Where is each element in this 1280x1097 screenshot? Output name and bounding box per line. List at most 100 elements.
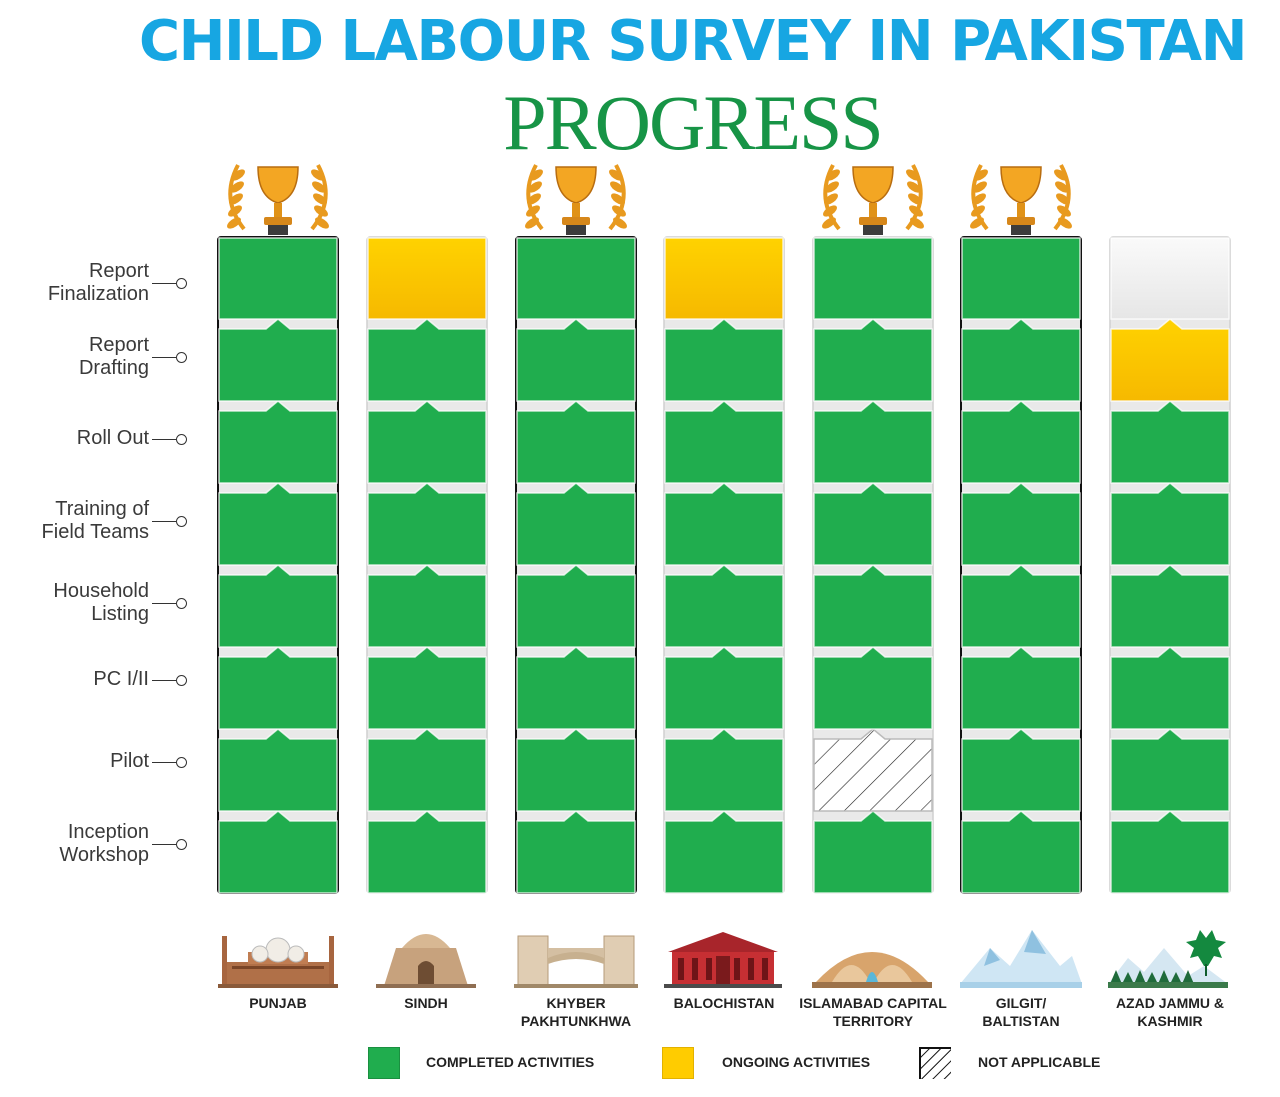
stage-label-line: Report <box>88 334 149 356</box>
stage-cell-completed <box>961 400 1081 484</box>
stage-leader-dot <box>176 675 187 686</box>
stage-cell-completed <box>218 318 338 402</box>
stage-cell-ongoing <box>664 237 784 320</box>
stage-label-report-finalization: Report Finalization <box>9 260 149 306</box>
stage-label-line: Drafting <box>78 357 149 379</box>
stage-leader-line <box>152 680 176 681</box>
stage-label-report-drafting: Report Drafting <box>9 334 149 380</box>
region-label-line: ISLAMABAD CAPITAL <box>799 995 947 1011</box>
region-label-sindh: SINDH <box>346 994 506 1012</box>
stage-label-line: Workshop <box>59 844 149 866</box>
stage-cell-completed <box>1110 400 1230 484</box>
stage-label-pilot: Pilot <box>9 750 149 773</box>
stage-cell-ongoing <box>1110 318 1230 402</box>
stage-cell-completed <box>516 728 636 812</box>
stage-leader-line <box>152 521 176 522</box>
region-label-line: TERRITORY <box>832 1013 914 1029</box>
stage-cell-pending <box>1110 237 1230 320</box>
stage-cell-completed <box>961 318 1081 402</box>
stage-label-line: Roll Out <box>76 427 149 449</box>
region-label-line: KASHMIR <box>1137 1013 1203 1029</box>
stage-cell-completed <box>664 810 784 894</box>
region-label-line: PUNJAB <box>249 995 307 1011</box>
stage-label-line: Report <box>88 260 149 282</box>
chart-title: CHILD LABOUR SURVEY IN PAKISTAN <box>139 9 1248 74</box>
stage-cell-completed <box>961 810 1081 894</box>
stage-label-line: Pilot <box>110 750 149 772</box>
region-label-line: PAKHTUNKHWA <box>520 1013 632 1029</box>
stage-leader-line <box>152 357 176 358</box>
stage-cell-completed <box>813 564 933 648</box>
stage-leader-line <box>152 844 176 845</box>
trophy-icon <box>525 164 627 235</box>
region-label-punjab: PUNJAB <box>198 994 358 1012</box>
badshahi-mosque-icon <box>218 936 338 988</box>
stage-cell-completed <box>218 237 338 320</box>
stage-leader-dot <box>176 598 187 609</box>
stage-cell-completed <box>1110 482 1230 566</box>
stage-label-line: Listing <box>91 603 149 625</box>
mountains-icon <box>960 930 1082 988</box>
region-label-line: AZAD JAMMU & <box>1115 995 1225 1011</box>
stage-leader-dot <box>176 278 187 289</box>
stage-cell-completed <box>218 728 338 812</box>
stage-cell-completed <box>664 400 784 484</box>
stage-cell-completed <box>961 728 1081 812</box>
stage-label-training-field-teams: Training of Field Teams <box>9 498 149 544</box>
stage-cell-completed <box>813 646 933 730</box>
stage-cell-completed <box>218 482 338 566</box>
stage-cell-completed <box>664 728 784 812</box>
stage-label-line: Inception <box>67 821 149 843</box>
stage-cell-completed <box>367 482 487 566</box>
stage-cell-completed <box>367 728 487 812</box>
trophy-icon <box>970 164 1072 235</box>
stage-cell-completed <box>961 564 1081 648</box>
trophy-icon <box>227 164 329 235</box>
stage-cell-completed <box>1110 728 1230 812</box>
stage-leader-dot <box>176 352 187 363</box>
trophy-icon <box>822 164 924 235</box>
stage-label-line: Field Teams <box>41 521 149 543</box>
legend-swatch-completed <box>368 1047 400 1079</box>
stage-cell-completed <box>1110 564 1230 648</box>
stage-cell-completed <box>516 810 636 894</box>
stage-cell-completed <box>367 318 487 402</box>
stage-leader-line <box>152 762 176 763</box>
stage-leader-line <box>152 283 176 284</box>
stage-cell-completed <box>516 400 636 484</box>
stage-cell-completed <box>664 482 784 566</box>
stage-label-line: Finalization <box>47 283 149 305</box>
region-label-ajk: AZAD JAMMU & KASHMIR <box>1090 994 1250 1030</box>
stage-label-line: Training of <box>55 498 149 520</box>
stage-cell-completed <box>813 482 933 566</box>
stage-cell-completed <box>664 646 784 730</box>
stage-cell-completed <box>516 482 636 566</box>
legend-label-ongoing: ONGOING ACTIVITIES <box>722 1054 871 1070</box>
balochistan-building-icon <box>664 932 782 988</box>
stage-label-line: Household <box>53 580 149 602</box>
stage-leader-line <box>152 439 176 440</box>
stage-cell-completed <box>961 646 1081 730</box>
legend-swatch-not-applicable <box>919 1047 951 1079</box>
stage-cell-completed <box>367 646 487 730</box>
legend-swatch-ongoing <box>662 1047 694 1079</box>
stage-label-line: PC I/II <box>93 668 149 690</box>
stage-cell-completed <box>813 400 933 484</box>
region-label-balochistan: BALOCHISTAN <box>644 994 804 1012</box>
stage-cell-completed <box>218 564 338 648</box>
stage-label-pc: PC I/II <box>9 668 149 691</box>
stage-cell-completed <box>367 810 487 894</box>
stage-cell-completed <box>813 237 933 320</box>
legend-label-completed: COMPLETED ACTIVITIES <box>426 1054 595 1070</box>
region-label-line: KHYBER <box>546 995 606 1011</box>
stage-cell-completed <box>367 564 487 648</box>
stage-cell-completed <box>961 482 1081 566</box>
stage-label-inception-workshop: Inception Workshop <box>9 821 149 867</box>
region-label-line: GILGIT/ <box>995 995 1047 1011</box>
stage-cell-completed <box>664 318 784 402</box>
mountains-maple-icon <box>1108 930 1228 988</box>
region-label-islamabad: ISLAMABAD CAPITAL TERRITORY <box>793 994 953 1030</box>
stage-leader-dot <box>176 434 187 445</box>
region-label-line: SINDH <box>404 995 448 1011</box>
mazar-e-quaid-icon <box>376 934 476 988</box>
